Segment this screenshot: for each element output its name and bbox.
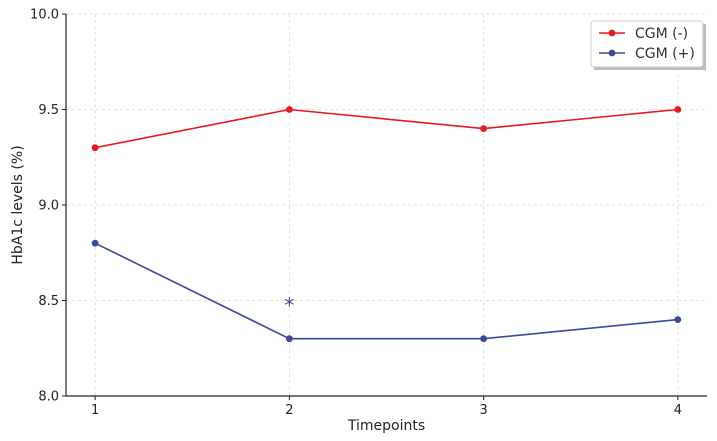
y-tick-label: 8.5 bbox=[38, 294, 59, 309]
data-point bbox=[480, 335, 488, 343]
legend-label: CGM (+) bbox=[635, 46, 695, 62]
y-tick-label: 10.0 bbox=[30, 8, 59, 23]
y-tick-label: 9.5 bbox=[38, 103, 59, 118]
x-tick-label: 3 bbox=[479, 403, 487, 418]
series-0 bbox=[91, 106, 682, 152]
series bbox=[91, 106, 682, 343]
x-tick-label: 4 bbox=[674, 403, 682, 418]
x-axis-label: Timepoints bbox=[347, 418, 425, 434]
legend-items: CGM (-) CGM (+) bbox=[599, 26, 695, 62]
data-point bbox=[480, 125, 488, 132]
data-point bbox=[285, 335, 293, 343]
series-1 bbox=[91, 239, 682, 343]
legend-marker bbox=[608, 49, 616, 57]
ticks: 8.0 8.5 9.0 9.5 10.0 1 2 3 4 bbox=[30, 8, 682, 419]
series-line-0 bbox=[94, 108, 678, 149]
annotations: * bbox=[284, 294, 294, 318]
legend-item-1: CGM (+) bbox=[599, 46, 695, 62]
legend-item-0: CGM (-) bbox=[599, 26, 688, 42]
data-point bbox=[91, 239, 99, 247]
data-point bbox=[91, 144, 99, 152]
legend-marker bbox=[608, 29, 616, 37]
legend: CGM (-) CGM (+) bbox=[590, 20, 706, 70]
data-point bbox=[674, 106, 682, 113]
data-point bbox=[285, 106, 293, 113]
x-tick-label: 2 bbox=[285, 403, 293, 418]
legend-label: CGM (-) bbox=[635, 26, 688, 42]
data-point bbox=[674, 316, 682, 323]
y-tick-label: 9.0 bbox=[38, 199, 59, 214]
y-tick-label: 8.0 bbox=[38, 390, 59, 405]
series-line-1 bbox=[94, 242, 678, 340]
y-axis-label: HbA1c levels (%) bbox=[10, 145, 26, 264]
x-tick-label: 1 bbox=[91, 403, 99, 418]
significance-annotation: * bbox=[284, 294, 294, 318]
